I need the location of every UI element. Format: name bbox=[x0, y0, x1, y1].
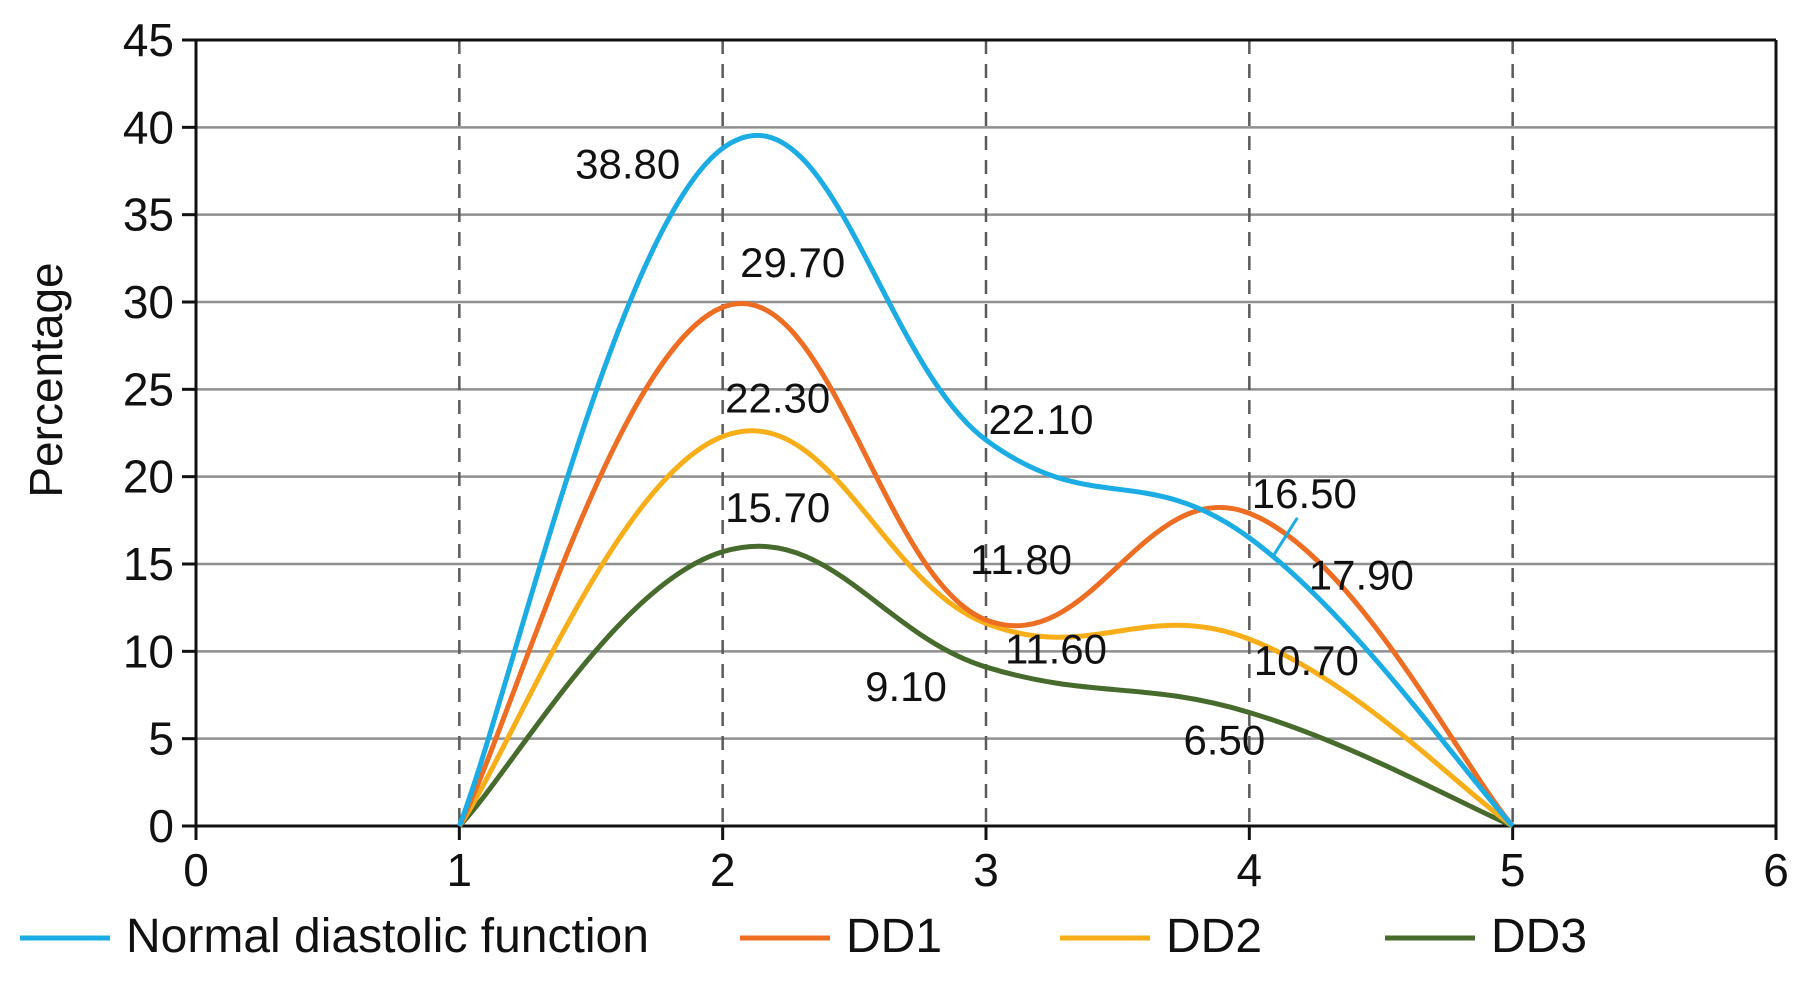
data-label-dd1-x2: 29.70 bbox=[740, 239, 845, 286]
y-tick-label-10: 10 bbox=[123, 625, 174, 677]
legend-label-dd2: DD2 bbox=[1166, 910, 1262, 963]
x-tick-label-4: 4 bbox=[1237, 844, 1263, 896]
y-tick-label-45: 45 bbox=[123, 14, 174, 66]
legend-label-normal-diastolic-function: Normal diastolic function bbox=[126, 910, 649, 963]
series-line-dd3 bbox=[457, 543, 1514, 829]
data-label-dd2-x2: 22.30 bbox=[725, 374, 830, 421]
data-label-dd3-x2: 15.70 bbox=[725, 484, 830, 531]
data-label-dd3-x3: 9.10 bbox=[865, 663, 947, 710]
data-labels: 38.80 22.10 16.50 29.70 11.80 17.90 22.30 11.60… bbox=[575, 140, 1414, 763]
legend: Normal diastolic function DD1 DD2 DD3 bbox=[20, 910, 1587, 963]
y-tick-label-20: 20 bbox=[123, 451, 174, 503]
series-line-dd2 bbox=[457, 428, 1515, 829]
data-label-dd1-x4: 17.90 bbox=[1309, 551, 1414, 598]
y-axis-title: Percentage bbox=[20, 262, 72, 497]
data-label-dd2-x4: 10.70 bbox=[1254, 637, 1359, 684]
x-tick-label-5: 5 bbox=[1500, 844, 1526, 896]
y-tick-label-15: 15 bbox=[123, 538, 174, 590]
data-label-normal-diastolic-function-x3: 22.10 bbox=[988, 396, 1093, 443]
axes bbox=[182, 38, 1778, 840]
x-tick-label-6: 6 bbox=[1763, 844, 1789, 896]
data-label-normal-diastolic-function-x4: 16.50 bbox=[1252, 470, 1357, 517]
y-tick-labels: 0 5 10 15 20 25 30 35 40 45 bbox=[123, 14, 174, 852]
series-line-dd1 bbox=[457, 301, 1515, 828]
legend-label-dd1: DD1 bbox=[846, 910, 942, 963]
data-label-dd2-x3: 11.60 bbox=[1005, 625, 1107, 672]
y-tick-label-5: 5 bbox=[148, 713, 174, 765]
y-tick-label-40: 40 bbox=[123, 101, 174, 153]
x-tick-label-2: 2 bbox=[710, 844, 736, 896]
y-tick-label-0: 0 bbox=[148, 800, 174, 852]
y-tick-label-25: 25 bbox=[123, 363, 174, 415]
series-line-normal-diastolic-function bbox=[457, 132, 1515, 828]
x-tick-label-1: 1 bbox=[447, 844, 473, 896]
y-tick-label-30: 30 bbox=[123, 276, 174, 328]
x-tick-label-3: 3 bbox=[973, 844, 999, 896]
x-tick-label-0: 0 bbox=[183, 844, 209, 896]
y-tick-label-35: 35 bbox=[123, 189, 174, 241]
data-label-dd3-x4: 6.50 bbox=[1183, 716, 1265, 763]
data-label-dd1-x3: 11.80 bbox=[970, 536, 1072, 583]
x-tick-labels: 0 1 2 3 4 5 6 bbox=[183, 844, 1789, 896]
leader-line-16-50 bbox=[1272, 516, 1299, 557]
legend-label-dd3: DD3 bbox=[1491, 910, 1587, 963]
data-label-normal-diastolic-function-x2: 38.80 bbox=[575, 140, 680, 187]
series-lines bbox=[457, 132, 1515, 829]
